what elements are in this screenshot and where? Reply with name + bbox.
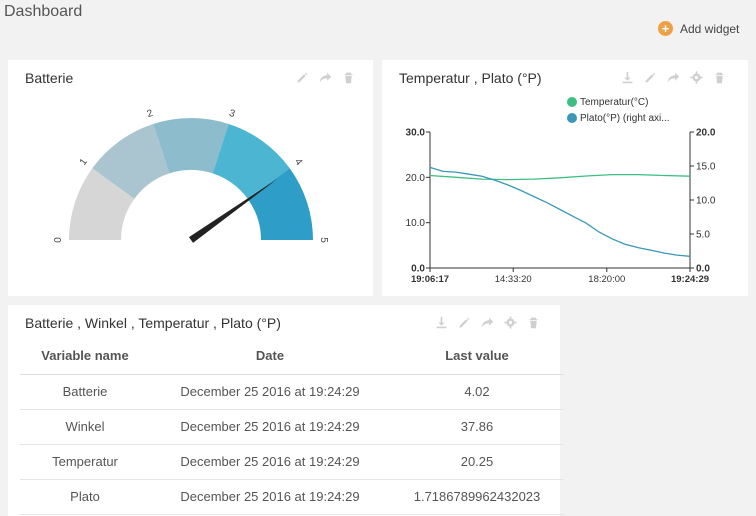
chart-widget-tools [620, 71, 726, 85]
legend-label: Plato(°P) (right axi... [580, 112, 670, 124]
gauge-needle [188, 178, 278, 243]
y-right-tick-label: 0.0 [696, 264, 710, 275]
gear-icon[interactable] [503, 316, 517, 330]
last-value-cell: 1.7186789962432023 [390, 479, 564, 515]
gauge-segment [92, 123, 170, 199]
share-icon[interactable] [666, 71, 680, 85]
variable-name-cell: Temperatur [20, 444, 150, 480]
line-chart: 30.020.010.00.020.015.010.05.00.019:06:1… [406, 128, 716, 286]
table-widget: Batterie , Winkel , Temperatur , Plato (… [8, 305, 564, 516]
gear-icon[interactable] [689, 71, 703, 85]
gauge-tick-label: 2 [146, 108, 155, 120]
y-left-tick-label: 30.0 [406, 128, 426, 139]
y-left-tick-label: 10.0 [406, 218, 426, 229]
download-icon[interactable] [620, 71, 634, 85]
edit-icon[interactable] [295, 71, 309, 85]
variable-name-cell: Winkel [20, 409, 150, 445]
column-header: Last value [390, 338, 564, 375]
gauge-widget-tools [295, 71, 355, 85]
date-cell: December 25 2016 at 19:24:29 [150, 444, 390, 480]
battery-gauge: 0 1 2 3 4 5 [53, 108, 329, 243]
add-widget-button[interactable]: + Add widget [658, 21, 739, 36]
x-tick-label: 19:24:29 [671, 274, 709, 285]
table-widget-title: Batterie , Winkel , Temperatur , Plato (… [25, 315, 281, 331]
column-header: Date [150, 338, 390, 375]
add-widget-label: Add widget [680, 21, 740, 36]
gauge-segment [69, 168, 135, 240]
share-icon[interactable] [480, 316, 494, 330]
legend-dot [567, 97, 577, 107]
y-right-tick-label: 10.0 [696, 196, 716, 207]
gauge-segment [247, 168, 313, 240]
legend-label: Temperatur(°C) [580, 96, 649, 108]
table-row: Temperatur December 25 2016 at 19:24:29 … [20, 444, 564, 480]
last-value-cell: 37.86 [390, 409, 564, 445]
page-title: Dashboard [4, 3, 83, 20]
variable-name-cell: Batterie [20, 374, 150, 410]
trash-icon[interactable] [712, 71, 726, 85]
x-tick-label: 19:06:17 [411, 274, 449, 285]
legend-item-temperature[interactable]: Temperatur(°C) [567, 94, 670, 110]
gauge-tick-label: 1 [78, 156, 90, 167]
variable-name-cell: Plato [20, 479, 150, 515]
last-value-cell: 20.25 [390, 444, 564, 480]
last-values-table: Variable name Date Last value Batterie D… [20, 338, 564, 515]
gauge-widget: Batterie 0 1 2 3 4 5 [8, 60, 373, 296]
gauge-tick-label: 3 [228, 108, 237, 120]
table-row: Plato December 25 2016 at 19:24:29 1.718… [20, 479, 564, 515]
trash-icon[interactable] [341, 71, 355, 85]
table-row: Batterie December 25 2016 at 19:24:29 4.… [20, 374, 564, 410]
y-right-tick-label: 20.0 [696, 128, 716, 139]
x-tick-label: 14:33:20 [495, 274, 532, 285]
gauge-tick-label: 0 [53, 237, 64, 243]
chart-legend: Temperatur(°C) Plato(°P) (right axi... [567, 94, 670, 126]
chart-widget: Temperatur , Plato (°P) Temperatur(°C) P… [382, 60, 748, 296]
series-temperature-line [429, 173, 691, 181]
y-right-tick-label: 5.0 [696, 230, 710, 241]
legend-item-plato[interactable]: Plato(°P) (right axi... [567, 110, 670, 126]
x-tick-label: 18:20:00 [588, 274, 625, 285]
legend-dot [567, 113, 577, 123]
y-left-tick-label: 20.0 [406, 173, 426, 184]
y-right-tick-label: 15.0 [696, 162, 716, 173]
trash-icon[interactable] [526, 316, 540, 330]
date-cell: December 25 2016 at 19:24:29 [150, 374, 390, 410]
share-icon[interactable] [318, 71, 332, 85]
gauge-segment [153, 117, 229, 174]
column-header: Variable name [20, 338, 150, 375]
edit-icon[interactable] [643, 71, 657, 85]
plus-icon: + [658, 21, 673, 36]
gauge-tick-label: 4 [292, 157, 304, 168]
gauge-segment [212, 123, 290, 199]
date-cell: December 25 2016 at 19:24:29 [150, 409, 390, 445]
gauge-tick-label: 5 [318, 237, 329, 243]
table-row: Winkel December 25 2016 at 19:24:29 37.8… [20, 409, 564, 445]
series-plato-line [429, 166, 691, 257]
last-value-cell: 4.02 [390, 374, 564, 410]
table-widget-tools [434, 316, 540, 330]
gauge-widget-title: Batterie [25, 70, 74, 86]
y-left-tick-label: 0.0 [411, 264, 425, 275]
table-header-row: Variable name Date Last value [20, 338, 564, 375]
download-icon[interactable] [434, 316, 448, 330]
edit-icon[interactable] [457, 316, 471, 330]
date-cell: December 25 2016 at 19:24:29 [150, 479, 390, 515]
chart-widget-title: Temperatur , Plato (°P) [399, 70, 542, 86]
